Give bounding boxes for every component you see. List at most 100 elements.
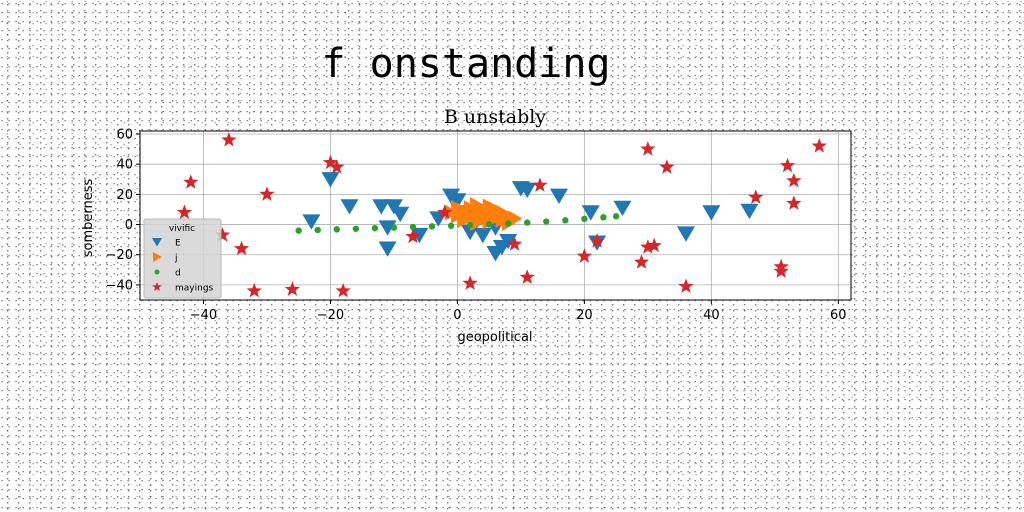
point-mayings	[633, 254, 650, 269]
point-E	[473, 227, 492, 244]
point-mayings	[259, 186, 275, 201]
y-tick-label: 40	[116, 158, 133, 173]
point-mayings	[576, 248, 592, 263]
figure-suptitle: f onstanding	[322, 41, 611, 87]
point-mayings	[405, 228, 421, 244]
point-E	[378, 241, 397, 257]
point-mayings	[659, 159, 675, 174]
data-marks	[176, 132, 827, 298]
point-d	[562, 217, 569, 224]
x-tick-label: 0	[453, 308, 461, 323]
point-d	[504, 220, 512, 227]
point-E	[372, 199, 391, 215]
point-mayings	[183, 174, 199, 189]
y-tick-label: 0	[125, 218, 133, 233]
point-mayings	[284, 281, 300, 296]
point-d	[600, 214, 607, 221]
series-mayings	[176, 132, 827, 298]
point-d	[352, 225, 360, 232]
point-mayings	[246, 282, 262, 298]
point-d	[371, 224, 379, 232]
point-mayings	[589, 233, 605, 248]
point-d	[295, 227, 302, 234]
point-d	[333, 226, 340, 233]
point-E	[581, 205, 600, 221]
legend-label-mayings: mayings	[175, 284, 214, 294]
axis-ticks: −40 −20 0 20 40 60 −40 −20 0 20 40 60	[106, 128, 847, 323]
point-E	[378, 220, 397, 236]
point-E	[518, 182, 537, 198]
point-mayings	[773, 263, 789, 278]
point-mayings	[221, 132, 237, 147]
point-mayings	[532, 177, 548, 192]
point-mayings	[176, 204, 193, 219]
point-E	[499, 233, 518, 250]
point-E	[410, 227, 429, 244]
point-d	[428, 223, 436, 230]
point-mayings	[811, 138, 827, 153]
point-mayings	[437, 204, 453, 219]
x-tick-label: −20	[317, 308, 344, 323]
point-d	[314, 226, 321, 234]
point-E	[740, 203, 759, 220]
legend-label-j: j	[174, 254, 178, 264]
legend-label-E: E	[175, 239, 181, 249]
point-E	[549, 188, 568, 204]
y-axis-label: somberness	[81, 179, 96, 258]
point-mayings	[640, 239, 656, 254]
point-mayings	[786, 195, 802, 210]
point-d	[612, 213, 620, 220]
point-d	[409, 223, 417, 231]
point-mayings	[646, 237, 662, 253]
axes-title: B unstably	[444, 106, 546, 128]
point-mayings	[233, 240, 250, 256]
point-mayings	[748, 189, 764, 204]
point-E	[448, 193, 467, 209]
legend-label-d: d	[175, 269, 181, 279]
legend-box	[143, 218, 222, 299]
point-mayings	[214, 227, 231, 242]
x-tick-label: 60	[830, 308, 847, 323]
point-mayings	[329, 159, 345, 174]
point-mayings	[678, 278, 694, 293]
x-tick-label: −40	[190, 308, 217, 323]
legend: vivific Ejd mayings	[143, 218, 222, 299]
point-j	[508, 210, 523, 227]
point-mayings	[462, 275, 478, 290]
plot-frame	[139, 130, 852, 301]
point-d	[390, 224, 398, 231]
y-tick-label: 20	[116, 188, 133, 203]
point-mayings	[779, 157, 796, 173]
point-E	[702, 205, 721, 221]
point-E	[302, 214, 321, 230]
point-mayings	[786, 172, 802, 188]
x-axis-label: geopolitical	[457, 330, 532, 345]
x-tick-label: 40	[703, 308, 720, 323]
legend-marker-mayings	[152, 282, 162, 292]
point-d	[543, 218, 550, 225]
point-d	[581, 215, 588, 223]
point-E	[676, 226, 695, 242]
point-mayings	[322, 154, 339, 170]
legend-marker-E	[152, 238, 162, 247]
legend-marker-d	[154, 269, 160, 275]
y-tick-label: 60	[116, 128, 133, 143]
series-d	[295, 213, 620, 234]
point-mayings	[519, 269, 535, 284]
point-d	[466, 221, 474, 229]
point-E	[321, 172, 340, 188]
point-d	[447, 222, 455, 229]
point-mayings	[335, 282, 351, 298]
point-E	[613, 200, 632, 217]
y-tick-label: −40	[106, 278, 133, 293]
point-E	[340, 199, 359, 215]
point-d	[485, 221, 493, 228]
point-d	[524, 219, 531, 226]
y-tick-label: −20	[106, 248, 133, 263]
point-mayings	[640, 141, 656, 156]
legend-title: vivific	[169, 224, 195, 234]
point-mayings	[506, 236, 523, 251]
legend-marker-j	[153, 252, 162, 262]
point-E	[391, 206, 410, 223]
